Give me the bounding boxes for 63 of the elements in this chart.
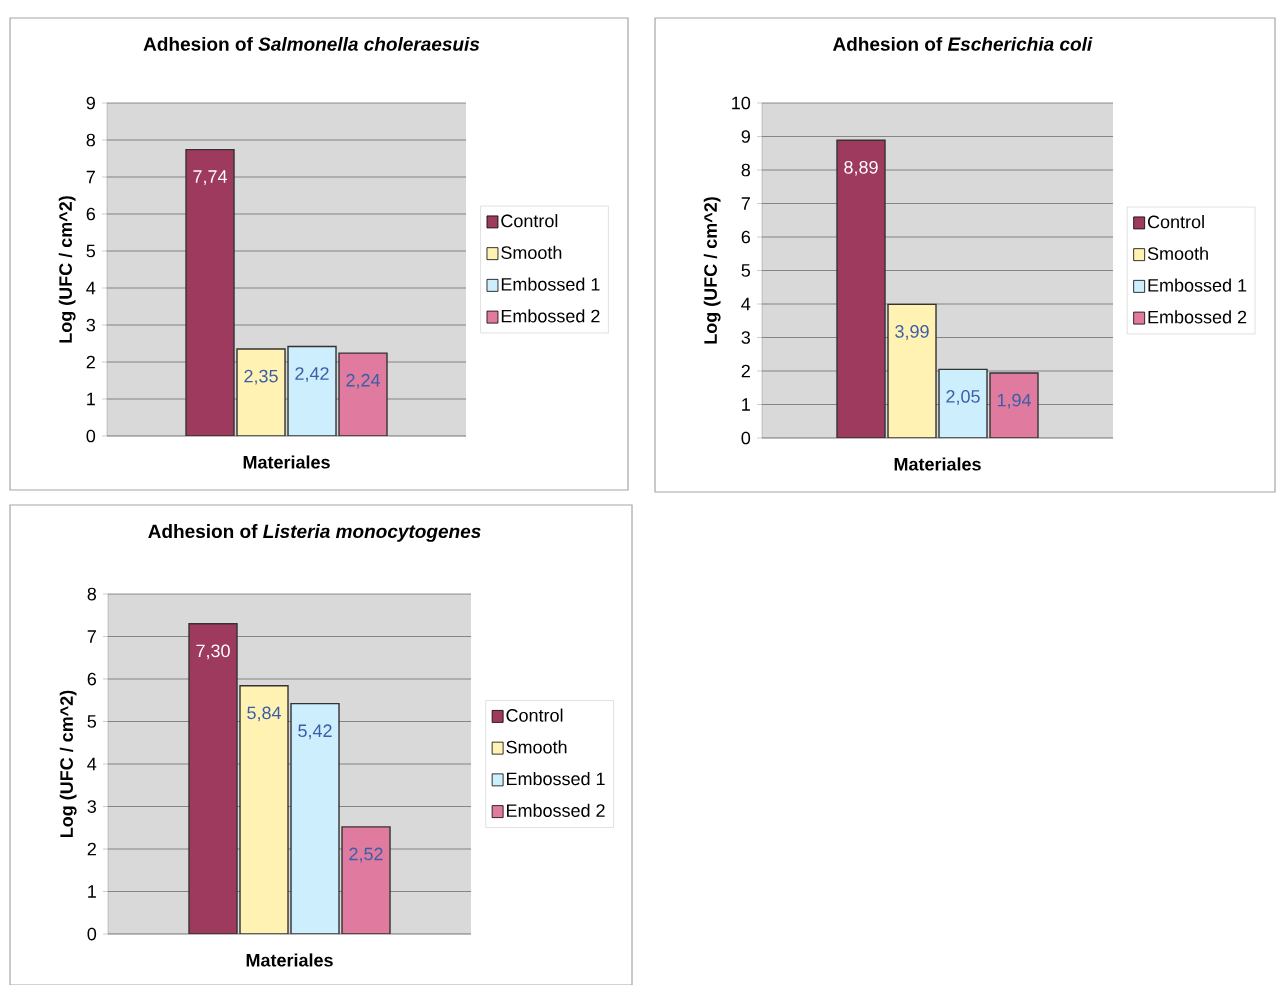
legend-label: Smooth bbox=[506, 740, 567, 754]
legend-label: Smooth bbox=[501, 245, 562, 259]
legend-label: Embossed 1 bbox=[1148, 278, 1247, 292]
legend-label: Control bbox=[1147, 215, 1204, 229]
y-tick-label: 6 bbox=[86, 207, 96, 221]
data-label: 3,99 bbox=[895, 325, 929, 340]
y-axis-title: Log (UFC / cm^2) bbox=[59, 690, 77, 838]
y-tick-label: 7 bbox=[741, 197, 750, 210]
chart-title: Adhesion of Salmonella choleraesuis bbox=[143, 36, 480, 51]
data-label: 7,74 bbox=[193, 170, 227, 186]
y-tick-label: 3 bbox=[86, 318, 96, 332]
data-label: 2,24 bbox=[346, 373, 380, 389]
y-tick-label: 7 bbox=[87, 630, 96, 643]
y-tick-label: 4 bbox=[87, 757, 97, 771]
data-label: 2,35 bbox=[244, 369, 278, 385]
legend-label: Control bbox=[501, 214, 558, 228]
y-tick-label: 10 bbox=[732, 96, 751, 110]
y-tick-label: 2 bbox=[86, 355, 95, 369]
legend-label: Smooth bbox=[1147, 246, 1208, 260]
y-tick-label: 4 bbox=[741, 297, 751, 311]
y-tick-label: 6 bbox=[741, 230, 751, 244]
x-axis-title: Materiales bbox=[246, 953, 333, 967]
y-tick-label: 8 bbox=[87, 587, 97, 601]
y-tick-label: 5 bbox=[87, 715, 97, 728]
data-label: 8,89 bbox=[844, 160, 878, 176]
y-tick-label: 0 bbox=[741, 431, 751, 445]
data-label: 2,52 bbox=[349, 847, 383, 863]
data-label: 1,94 bbox=[997, 393, 1031, 409]
y-tick-label: 0 bbox=[87, 927, 97, 941]
legend-label: Embossed 1 bbox=[507, 772, 605, 786]
y-axis-title: Log (UFC / cm^2) bbox=[58, 196, 76, 343]
data-label: 2,42 bbox=[295, 367, 329, 383]
y-tick-label: 4 bbox=[86, 281, 96, 295]
legend-label: Embossed 2 bbox=[507, 803, 605, 817]
data-label: 5,42 bbox=[298, 724, 332, 740]
data-label: 5,84 bbox=[247, 706, 281, 722]
x-axis-title: Materiales bbox=[894, 457, 981, 471]
data-label: 7,30 bbox=[196, 644, 230, 660]
y-tick-label: 9 bbox=[86, 96, 95, 110]
y-tick-label: 3 bbox=[87, 800, 97, 813]
legend-label: Control bbox=[506, 708, 563, 722]
y-tick-label: 8 bbox=[86, 133, 96, 147]
legend-label: Embossed 2 bbox=[501, 309, 600, 323]
y-tick-label: 1 bbox=[742, 398, 750, 411]
chart-title: Adhesion of Escherichia coli bbox=[832, 36, 1093, 51]
y-tick-label: 1 bbox=[87, 392, 95, 406]
y-axis-title: Log (UFC / cm^2) bbox=[703, 197, 721, 344]
legend-label: Embossed 1 bbox=[501, 277, 600, 291]
y-tick-label: 5 bbox=[86, 244, 96, 258]
y-tick-label: 8 bbox=[741, 163, 751, 177]
y-tick-label: 5 bbox=[741, 264, 751, 277]
y-tick-label: 2 bbox=[87, 842, 96, 856]
y-tick-label: 1 bbox=[88, 885, 96, 898]
data-label: 2,05 bbox=[946, 390, 980, 405]
y-tick-label: 7 bbox=[86, 170, 95, 184]
y-tick-label: 6 bbox=[87, 672, 97, 686]
y-tick-label: 2 bbox=[741, 364, 750, 378]
y-tick-label: 9 bbox=[741, 130, 750, 143]
legend-label: Embossed 2 bbox=[1148, 310, 1247, 324]
x-axis-title: Materiales bbox=[243, 455, 330, 469]
y-tick-label: 0 bbox=[86, 429, 96, 443]
chart-title: Adhesion of Listeria monocytogenes bbox=[148, 524, 481, 542]
y-tick-label: 3 bbox=[741, 331, 751, 344]
